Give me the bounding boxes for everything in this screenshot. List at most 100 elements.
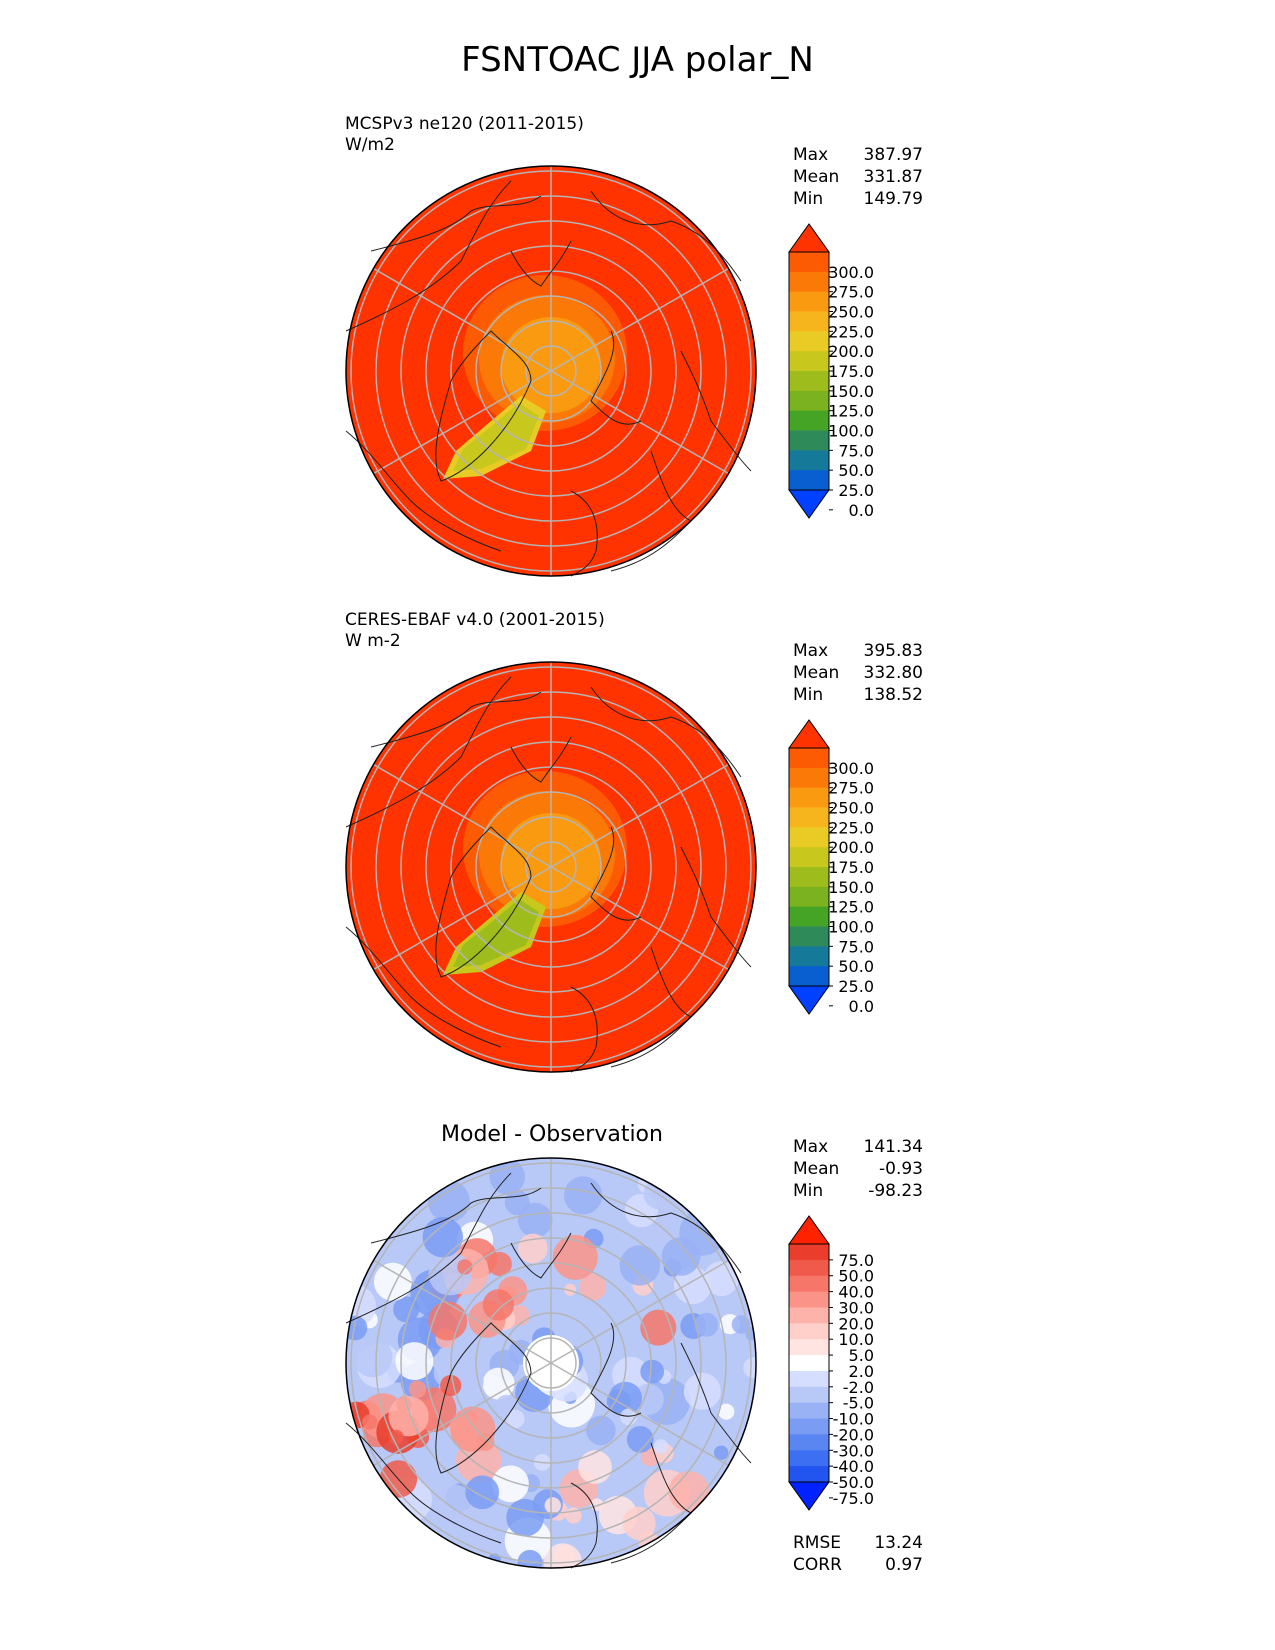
diff-cell — [408, 1380, 427, 1398]
coastline — [590, 686, 742, 778]
diff-cell — [688, 1357, 701, 1370]
colorbar-tick-label: 175.0 — [828, 858, 874, 877]
colorbar-tick-label: 100.0 — [828, 918, 874, 937]
colorbar-extend-max — [788, 1215, 830, 1245]
diff-cell — [388, 1429, 404, 1445]
colorbar-bin — [789, 946, 829, 967]
colorbar-ref: 300.0275.0250.0225.0200.0175.0150.0125.0… — [788, 719, 874, 1016]
colorbar-extend-min — [788, 1481, 830, 1511]
diff-cell — [743, 1357, 756, 1379]
meridian-line — [373, 370, 552, 475]
diff-cell — [482, 1289, 514, 1321]
colorbar-tick-label: 2.0 — [849, 1362, 874, 1381]
stat-value: 138.52 — [863, 685, 923, 705]
colorbar-bin — [789, 906, 829, 927]
colorbar-tick-label: 50.0 — [838, 1267, 874, 1286]
meridian-line — [373, 763, 552, 868]
coastline — [570, 986, 598, 1073]
diff-cell — [362, 1414, 378, 1430]
colorbar-bin — [789, 1244, 829, 1261]
coastline — [370, 691, 542, 748]
colorbar-bin — [789, 966, 829, 987]
diff-cell — [653, 1439, 669, 1454]
colorbar-bin — [789, 1275, 829, 1293]
diff-cell — [393, 1296, 420, 1323]
meridian-line — [550, 267, 729, 372]
colorbar-tick-label: 100.0 — [828, 422, 874, 441]
colorbar-bin — [789, 331, 829, 352]
diff-cell — [718, 1403, 735, 1420]
metric-value: 0.97 — [885, 1555, 923, 1575]
stat-value: 149.79 — [863, 189, 923, 209]
colorbar-bin — [789, 450, 829, 471]
stat-label: Min — [793, 685, 824, 705]
colorbar-tick-label: 5.0 — [849, 1346, 874, 1365]
coastline — [590, 330, 642, 425]
colorbar-tick-label: 225.0 — [828, 818, 874, 837]
colorbar-bin — [789, 410, 829, 431]
coastline — [345, 1172, 512, 1324]
colorbar-tick-label: 150.0 — [828, 382, 874, 401]
stat-value: 395.83 — [863, 641, 923, 661]
stat-value: -0.93 — [879, 1159, 923, 1179]
colorbar-tick-label: -50.0 — [833, 1473, 874, 1492]
colorbar-bin — [789, 311, 829, 332]
diff-cell — [552, 1234, 598, 1280]
colorbar-bin — [789, 748, 829, 769]
coastline — [510, 1232, 572, 1279]
meridian-line — [550, 763, 729, 868]
colorbar-bin — [789, 867, 829, 888]
colorbar-bin — [789, 1355, 829, 1372]
colorbar-tick-label: 0.0 — [849, 501, 874, 520]
colorbar-bin — [789, 1402, 829, 1420]
colorbar-bin — [789, 1323, 829, 1340]
colorbar-extend-max — [788, 223, 830, 253]
colorbar-bin — [789, 787, 829, 808]
colorbar-tick-label: 10.0 — [838, 1330, 874, 1349]
panel-test-stats: Max 387.97 Mean 331.87 Min 149.79 — [793, 144, 923, 210]
colorbar-tick-label: -40.0 — [833, 1457, 874, 1476]
colorbar-tick-label: -10.0 — [833, 1410, 874, 1429]
colorbar-bin — [789, 1339, 829, 1356]
meridian-line — [373, 1259, 552, 1364]
coastline — [345, 430, 502, 552]
panel-diff-stats: Max 141.34 Mean -0.93 Min -98.23 — [793, 1136, 923, 1202]
panel-ref-units: W m-2 — [345, 631, 401, 651]
colorbar-bin — [789, 252, 829, 273]
panel-ref-title: CERES-EBAF v4.0 (2001-2015) W m-2 — [345, 610, 605, 652]
panel-diff-title: Model - Observation — [441, 1122, 663, 1147]
colorbar-extend-min — [788, 985, 830, 1015]
colorbar-tick-label: 75.0 — [838, 1251, 874, 1270]
colorbar-bin — [789, 807, 829, 828]
colorbar-bin — [789, 767, 829, 789]
colorbar-bin — [789, 371, 829, 392]
diff-cell — [506, 1409, 525, 1429]
diff-cell — [586, 1415, 616, 1446]
meridian-line — [373, 866, 552, 971]
diff-cell — [457, 1259, 473, 1275]
map-test — [345, 165, 757, 577]
colorbar-tick-label: 50.0 — [838, 461, 874, 480]
stat-value: 387.97 — [863, 145, 923, 165]
field-greenland — [453, 403, 539, 471]
diff-cell — [482, 1367, 515, 1400]
diff-cell — [388, 1396, 429, 1437]
coastline — [435, 330, 532, 482]
coastline — [590, 1182, 742, 1274]
diff-cell — [352, 1337, 393, 1378]
diff-cell — [544, 1497, 561, 1514]
metric-value: 13.24 — [874, 1533, 923, 1553]
stat-label: Min — [793, 189, 824, 209]
diff-cell — [395, 1342, 434, 1381]
map-border — [345, 661, 757, 1073]
colorbar-tick-label: 200.0 — [828, 838, 874, 857]
coastline — [590, 1322, 642, 1417]
stat-value: 331.87 — [863, 167, 923, 187]
colorbar-tick-label: 125.0 — [828, 402, 874, 421]
diff-cell — [745, 1326, 756, 1341]
colorbar-tick-label: 225.0 — [828, 322, 874, 341]
meridian-line — [550, 866, 729, 971]
stat-value: 141.34 — [863, 1137, 923, 1157]
diff-cell — [487, 1251, 512, 1277]
